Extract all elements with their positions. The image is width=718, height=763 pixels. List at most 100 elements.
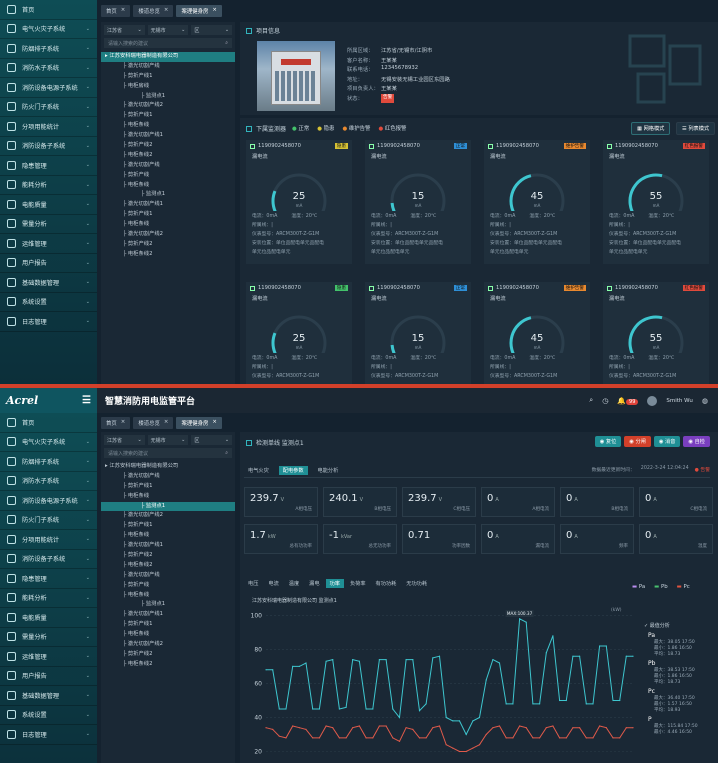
grid-mode-button[interactable]: ▦ 网格模式 (631, 122, 671, 135)
sidebar-item[interactable]: 电气火灾子系统 ⌄ (0, 20, 97, 39)
clock-icon[interactable]: ◷ (602, 396, 609, 405)
province-select[interactable]: 江苏省 ⌄ (104, 25, 145, 35)
sidebar-item[interactable]: 消防水子系统 ⌄ (0, 59, 97, 78)
tree-node[interactable]: ├ 电柜条线 (101, 591, 235, 601)
sidebar-item[interactable]: 用户报告 ⌄ (0, 667, 97, 686)
tree-search-input[interactable]: 请输入搜索的建议 ⌕ (104, 38, 232, 48)
sidebar-item[interactable]: 分项用能统计 ⌄ (0, 530, 97, 550)
sidebar-item[interactable]: 能耗分析 ⌄ (0, 589, 97, 608)
province-select[interactable]: 江苏省 ⌄ (104, 435, 145, 445)
control-button[interactable]: ◉ 自检 (683, 436, 710, 447)
tree-node[interactable]: ├ 电柜条线 (101, 531, 235, 541)
checkbox[interactable] (607, 285, 612, 291)
sidebar-item[interactable]: 系统设置 ⌄ (0, 293, 97, 312)
sidebar-item[interactable]: 运维管理 ⌄ (0, 234, 97, 254)
tree-node[interactable]: ├ 监测点1 (101, 92, 235, 102)
tree-node[interactable]: ├ 激光切割产线1 (101, 541, 235, 551)
sidebar-item[interactable]: 消防设备子系统 ⌄ (0, 137, 97, 156)
tab-gym[interactable]: 案理健身房 × (176, 417, 222, 429)
tree-node[interactable]: ├ 电柜条线 (101, 492, 235, 502)
device-card[interactable]: 1190902458070 红色报警 漏电流 55 mA 电流：0mA 温度：20℃ 所属线：… (603, 282, 709, 384)
close-icon[interactable]: × (212, 419, 217, 425)
series-legend-item[interactable]: ▬ Pc (677, 584, 690, 590)
tree-node[interactable]: ├ 剪折产线2 (101, 650, 235, 660)
sidebar-item[interactable]: 能耗分析 ⌄ (0, 176, 97, 195)
sidebar-item[interactable]: 消防水子系统 ⌄ (0, 472, 97, 491)
sidebar-item[interactable]: 电能质量 ⌄ (0, 195, 97, 215)
checkbox[interactable] (369, 285, 374, 291)
device-card[interactable]: 1190902458070 正常 漏电流 15 mA 电流：0mA 温度：20℃ 所属线：| 仪… (365, 140, 471, 264)
tab-overview[interactable]: 楼道总览 × (133, 417, 174, 429)
sidebar-item[interactable]: 防烟排子系统 ⌄ (0, 39, 97, 59)
tree-node[interactable]: ├ 电柜条线2 (101, 151, 235, 161)
tab-home[interactable]: 首页 × (101, 417, 131, 429)
sidebar-item[interactable]: 电能质量 ⌄ (0, 608, 97, 628)
tree-node[interactable]: ▸ 江苏安科瑞电器制造有限公司 (101, 52, 235, 62)
bell-icon[interactable]: 🔔 99 (617, 397, 639, 405)
tree-node[interactable]: ├ 剪折产线2 (101, 141, 235, 151)
chart-tab[interactable]: 电流 (268, 581, 279, 587)
device-card[interactable]: 1190902458070 正常 漏电流 15 mA 电流：0mA 温度：20℃ 所属线：| 仪… (365, 282, 471, 384)
sidebar-item[interactable]: 首页 (0, 413, 97, 433)
search-icon[interactable]: ⌕ (225, 40, 228, 46)
tree-node[interactable]: ├ 监测点1 (101, 501, 235, 512)
checkbox[interactable] (607, 143, 612, 149)
detail-subtab[interactable]: 电气火灾 (248, 468, 269, 474)
chart-tab[interactable]: 功率 (325, 579, 344, 588)
tree-search-input[interactable]: 请输入搜索的建议 ⌕ (104, 448, 232, 458)
detail-subtab[interactable]: 电能分析 (317, 468, 339, 474)
tree-node[interactable]: ├ 激光切割产线 (101, 472, 235, 482)
tree-node[interactable]: ├ 剪折产线 (101, 171, 235, 181)
device-card[interactable]: 1190902458070 隐患 漏电流 25 mA 电流：0mA 温度：20℃ 所属线：| 仪… (246, 282, 352, 384)
checkbox[interactable] (250, 285, 255, 291)
tree-node[interactable]: ├ 电柜房线 (101, 82, 235, 92)
sidebar-item[interactable]: 首页 (0, 0, 97, 20)
control-button[interactable]: ◉ 复位 (594, 436, 622, 447)
checkbox[interactable] (250, 143, 255, 149)
series-legend-item[interactable]: ▬ Pa (632, 584, 645, 590)
sidebar-item[interactable]: 日志管理 ⌄ (0, 312, 97, 332)
search-icon[interactable]: ⌕ (589, 396, 594, 404)
tree-node[interactable]: ├ 电柜条线2 (101, 250, 235, 260)
tree-node[interactable]: ├ 激光切割产线2 (101, 511, 235, 521)
district-select[interactable]: 区 ⌄ (191, 25, 233, 35)
tree-node[interactable]: ├ 剪折产线2 (101, 240, 235, 250)
tree-node[interactable]: ├ 电柜条线 (101, 630, 235, 640)
tree-node[interactable]: ▸ 江苏安科瑞电器制造有限公司 (101, 462, 235, 472)
tab-gym[interactable]: 案理健身房 × (176, 5, 222, 17)
sidebar-item[interactable]: 防烟排子系统 ⌄ (0, 452, 97, 472)
tree-node[interactable]: ├ 电柜条线2 (101, 660, 235, 670)
chart-tab[interactable]: 有功功耗 (375, 581, 397, 587)
tree-node[interactable]: ├ 激光切割产线2 (101, 230, 235, 240)
tree-node[interactable]: ├ 监测点1 (101, 190, 235, 200)
avatar[interactable] (647, 395, 658, 406)
list-mode-button[interactable]: ☰ 列表模式 (676, 122, 716, 135)
detail-subtab[interactable]: 配电参数 (278, 466, 308, 475)
tree-node[interactable]: ├ 电柜条线 (101, 181, 235, 191)
close-icon[interactable]: × (163, 7, 169, 13)
close-icon[interactable]: × (163, 419, 169, 425)
close-icon[interactable]: × (212, 7, 217, 13)
tree-node[interactable]: ├ 电柜条线 (101, 121, 235, 131)
search-icon[interactable]: ⌕ (225, 450, 228, 456)
control-button[interactable]: ◉ 消音 (653, 436, 681, 447)
district-select[interactable]: 区 ⌄ (191, 435, 233, 445)
control-button[interactable]: ◉ 分闸 (624, 436, 651, 447)
device-card[interactable]: 1190902458070 维护告警 漏电流 45 mA 电流：0mA 温度：20℃ 所属线：… (484, 140, 590, 264)
globe-icon[interactable]: ◍ (701, 396, 708, 405)
chart-tab[interactable]: 电压 (248, 581, 259, 587)
close-icon[interactable]: × (120, 7, 126, 13)
sidebar-item[interactable]: 消防设备子系统 ⌄ (0, 550, 97, 569)
device-card[interactable]: 1190902458070 红色报警 漏电流 55 mA 电流：0mA 温度：20℃ 所属线：… (603, 140, 709, 264)
tree-node[interactable]: ├ 剪折产线1 (101, 210, 235, 220)
chart-tab[interactable]: 温度 (288, 581, 300, 587)
tree-node[interactable]: ├ 激光切割产线1 (101, 610, 235, 620)
tree-node[interactable]: ├ 激光切割产线 (101, 161, 235, 171)
sidebar-item[interactable]: 分项用能统计 ⌄ (0, 117, 97, 137)
tree-node[interactable]: ├ 剪折产线1 (101, 72, 235, 82)
sidebar-item[interactable]: 系统设置 ⌄ (0, 706, 97, 725)
user-name[interactable]: Smith Wu (666, 397, 693, 404)
tree-node[interactable]: ├ 剪折产线 (101, 581, 235, 591)
close-icon[interactable]: × (120, 419, 126, 425)
city-select[interactable]: 无锡市 ⌄ (147, 435, 189, 445)
